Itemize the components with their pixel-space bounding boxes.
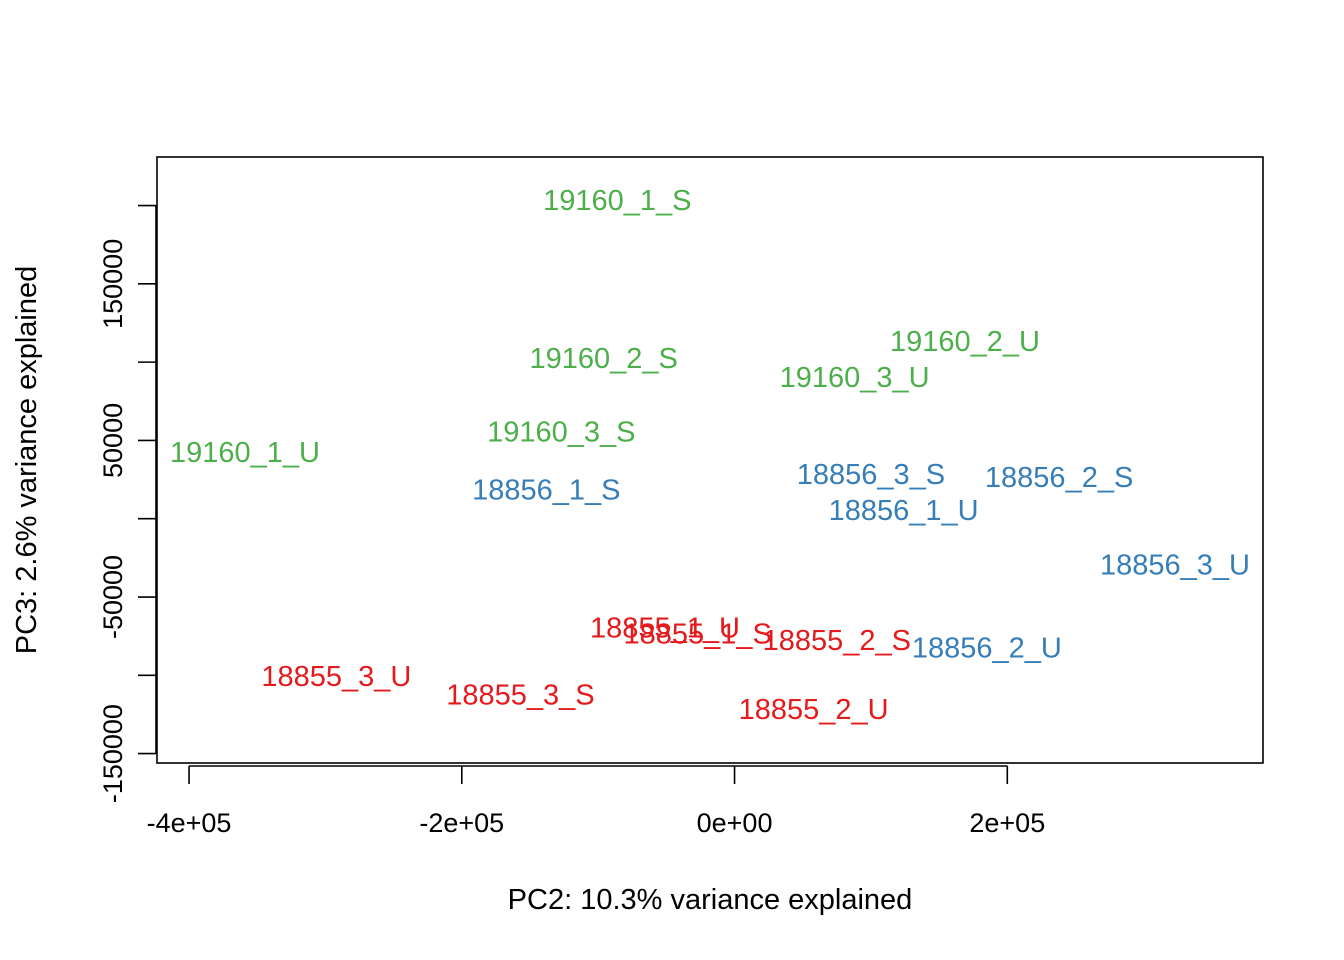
point-label: 18856_1_U xyxy=(829,495,979,527)
point-label: 18855_2_U xyxy=(739,694,889,726)
point-label: 19160_1_U xyxy=(170,437,320,469)
y-axis-title: PC3: 2.6% variance explained xyxy=(11,266,43,655)
point-label: 18855_2_S xyxy=(763,625,911,657)
point-label: 19160_3_U xyxy=(780,362,930,394)
x-tick-label: 0e+00 xyxy=(697,808,773,838)
x-tick-label: -4e+05 xyxy=(147,808,232,838)
point-label: 18855_1_U xyxy=(590,612,740,644)
point-label: 19160_2_S xyxy=(529,343,677,375)
point-labels: 19160_1_S 19160_2_S 19160_3_S 19160_1_U 1916… xyxy=(170,185,1250,726)
x-axis-title: PC2: 10.3% variance explained xyxy=(508,884,913,916)
y-tick-label: 50000 xyxy=(98,403,128,478)
x-tick-label: 2e+05 xyxy=(969,808,1045,838)
y-tick-label: -50000 xyxy=(98,555,128,639)
point-label: 18856_2_S xyxy=(985,462,1133,494)
point-label: 18855_3_U xyxy=(261,661,411,693)
point-label: 18855_3_S xyxy=(446,680,594,712)
point-label: 19160_1_S xyxy=(543,185,691,217)
point-label: 19160_3_S xyxy=(487,417,635,449)
y-axis: -150000 -50000 50000 150000 xyxy=(98,204,157,803)
x-axis: -4e+05 -2e+05 0e+00 2e+05 xyxy=(147,765,1045,838)
point-label: 18856_3_U xyxy=(1100,550,1250,582)
point-label: 18856_2_U xyxy=(912,633,1062,665)
point-label: 18856_1_S xyxy=(472,475,620,507)
x-tick-label: -2e+05 xyxy=(419,808,504,838)
plot-frame xyxy=(156,156,1264,764)
point-label: 18856_3_S xyxy=(797,459,945,491)
point-label: 18855_1_S xyxy=(624,619,772,651)
y-tick-label: 150000 xyxy=(98,239,128,329)
point-label: 19160_2_U xyxy=(890,326,1040,358)
y-tick-label: -150000 xyxy=(98,704,128,803)
